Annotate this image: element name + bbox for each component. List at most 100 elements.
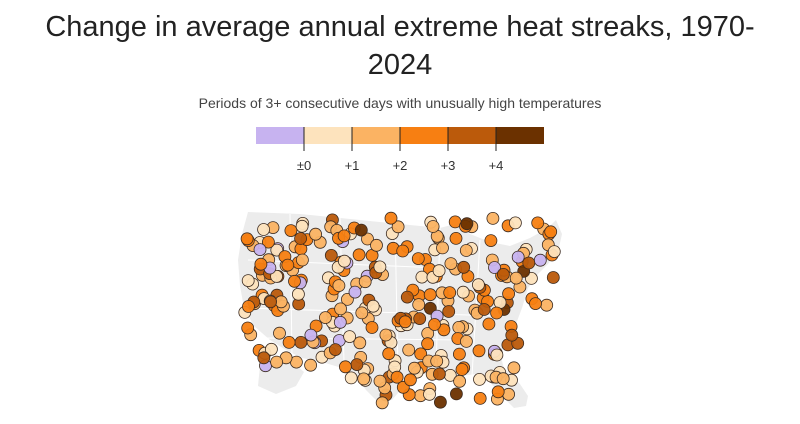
- station-dot: [337, 229, 351, 243]
- station-dot: [294, 335, 308, 349]
- station-dot: [531, 216, 545, 230]
- station-dot: [453, 374, 467, 388]
- station-dot: [433, 395, 447, 409]
- legend-swatch: [256, 127, 304, 144]
- station-dot: [398, 315, 412, 329]
- station-dot: [402, 343, 416, 357]
- station-dot: [509, 271, 523, 285]
- station-dot: [400, 290, 414, 304]
- station-dot: [294, 232, 308, 245]
- station-dot: [343, 330, 357, 344]
- station-dot: [366, 299, 380, 313]
- station-dot: [488, 261, 501, 274]
- station-dot: [375, 396, 389, 410]
- us-map: [0, 190, 800, 419]
- station-dot: [428, 318, 441, 331]
- station-dot: [407, 361, 421, 375]
- station-dot: [264, 342, 278, 356]
- station-dot: [284, 224, 298, 237]
- station-dot: [414, 347, 428, 361]
- station-dot: [257, 351, 271, 365]
- station-dot: [522, 256, 536, 270]
- station-dot: [426, 220, 440, 233]
- station-dot: [473, 372, 486, 386]
- station-dot: [423, 387, 436, 401]
- station-dot: [282, 335, 296, 349]
- station-dot: [353, 336, 367, 350]
- station-dot: [411, 252, 425, 265]
- chart-subtitle: Periods of 3+ consecutive days with unus…: [198, 95, 602, 111]
- station-dot: [355, 306, 369, 320]
- station-dot: [484, 234, 498, 247]
- legend-tick-label: ±0: [297, 158, 311, 173]
- station-dot: [403, 373, 417, 387]
- station-dot: [261, 235, 275, 249]
- station-dot: [304, 358, 318, 372]
- station-dot: [295, 253, 309, 267]
- station-dot: [334, 302, 348, 316]
- legend-tick-label: +1: [345, 158, 360, 173]
- legend-swatch: [496, 127, 544, 144]
- station-dot: [452, 347, 466, 361]
- station-dot: [459, 244, 473, 257]
- station-dot: [357, 372, 371, 386]
- station-dot: [350, 358, 364, 372]
- station-dot: [396, 244, 410, 258]
- legend-tick-label: +4: [489, 158, 504, 173]
- station-dot: [382, 347, 396, 361]
- station-dot: [511, 250, 525, 264]
- station-dot: [352, 248, 366, 262]
- station-dot: [288, 274, 301, 288]
- station-dot: [333, 315, 347, 329]
- station-dot: [505, 328, 519, 342]
- station-dot: [264, 295, 278, 309]
- map-canvas: [238, 211, 562, 410]
- station-dot: [281, 258, 295, 272]
- legend-swatch: [400, 127, 448, 144]
- station-dot: [421, 337, 435, 351]
- station-dot: [332, 279, 346, 292]
- legend-tick-label: +2: [393, 158, 408, 173]
- station-dot: [496, 372, 510, 386]
- legend-swatch: [352, 127, 400, 144]
- station-dot: [328, 343, 342, 357]
- station-dot: [490, 348, 504, 362]
- station-dot: [442, 305, 456, 318]
- chart-title: Change in average annual extreme heat st…: [45, 11, 755, 81]
- station-dot: [432, 264, 446, 278]
- station-dot: [455, 363, 469, 376]
- station-dot: [540, 298, 554, 312]
- station-dot: [547, 245, 561, 258]
- station-dot: [502, 287, 516, 301]
- station-dot: [253, 243, 267, 256]
- station-dot: [544, 225, 558, 239]
- station-dot: [473, 391, 487, 405]
- station-dot: [344, 371, 358, 385]
- station-dot: [546, 271, 560, 284]
- station-dot: [496, 268, 510, 281]
- station-dots: [238, 211, 561, 410]
- station-dot: [240, 232, 254, 246]
- station-dot: [460, 217, 474, 231]
- station-dot: [436, 241, 449, 255]
- station-dot: [291, 287, 305, 301]
- station-dot: [270, 270, 284, 283]
- station-dot: [365, 321, 379, 334]
- station-dot: [432, 367, 446, 381]
- station-dot: [242, 300, 255, 313]
- station-dot: [270, 355, 284, 369]
- station-dot: [472, 344, 486, 358]
- station-dot: [370, 238, 383, 252]
- station-dot: [273, 326, 286, 340]
- station-dot: [529, 297, 542, 310]
- color-legend: ±0 +1 +2 +3 +4: [256, 127, 544, 177]
- station-dot: [391, 220, 405, 234]
- legend-swatch: [448, 127, 496, 144]
- station-dot: [449, 387, 463, 401]
- station-dot: [491, 385, 505, 399]
- station-dot: [373, 260, 387, 274]
- station-dot: [337, 254, 351, 268]
- station-dot: [471, 278, 485, 292]
- station-dot: [304, 328, 318, 342]
- station-dot: [482, 317, 496, 331]
